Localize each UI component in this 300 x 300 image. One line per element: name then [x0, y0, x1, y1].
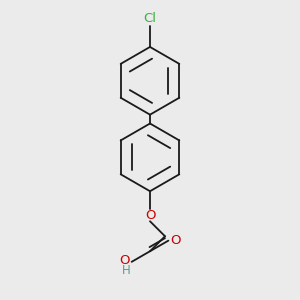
Text: Cl: Cl [143, 12, 157, 25]
Text: O: O [120, 254, 130, 268]
Text: O: O [170, 234, 180, 247]
Text: H: H [122, 264, 130, 277]
Text: O: O [145, 209, 155, 223]
